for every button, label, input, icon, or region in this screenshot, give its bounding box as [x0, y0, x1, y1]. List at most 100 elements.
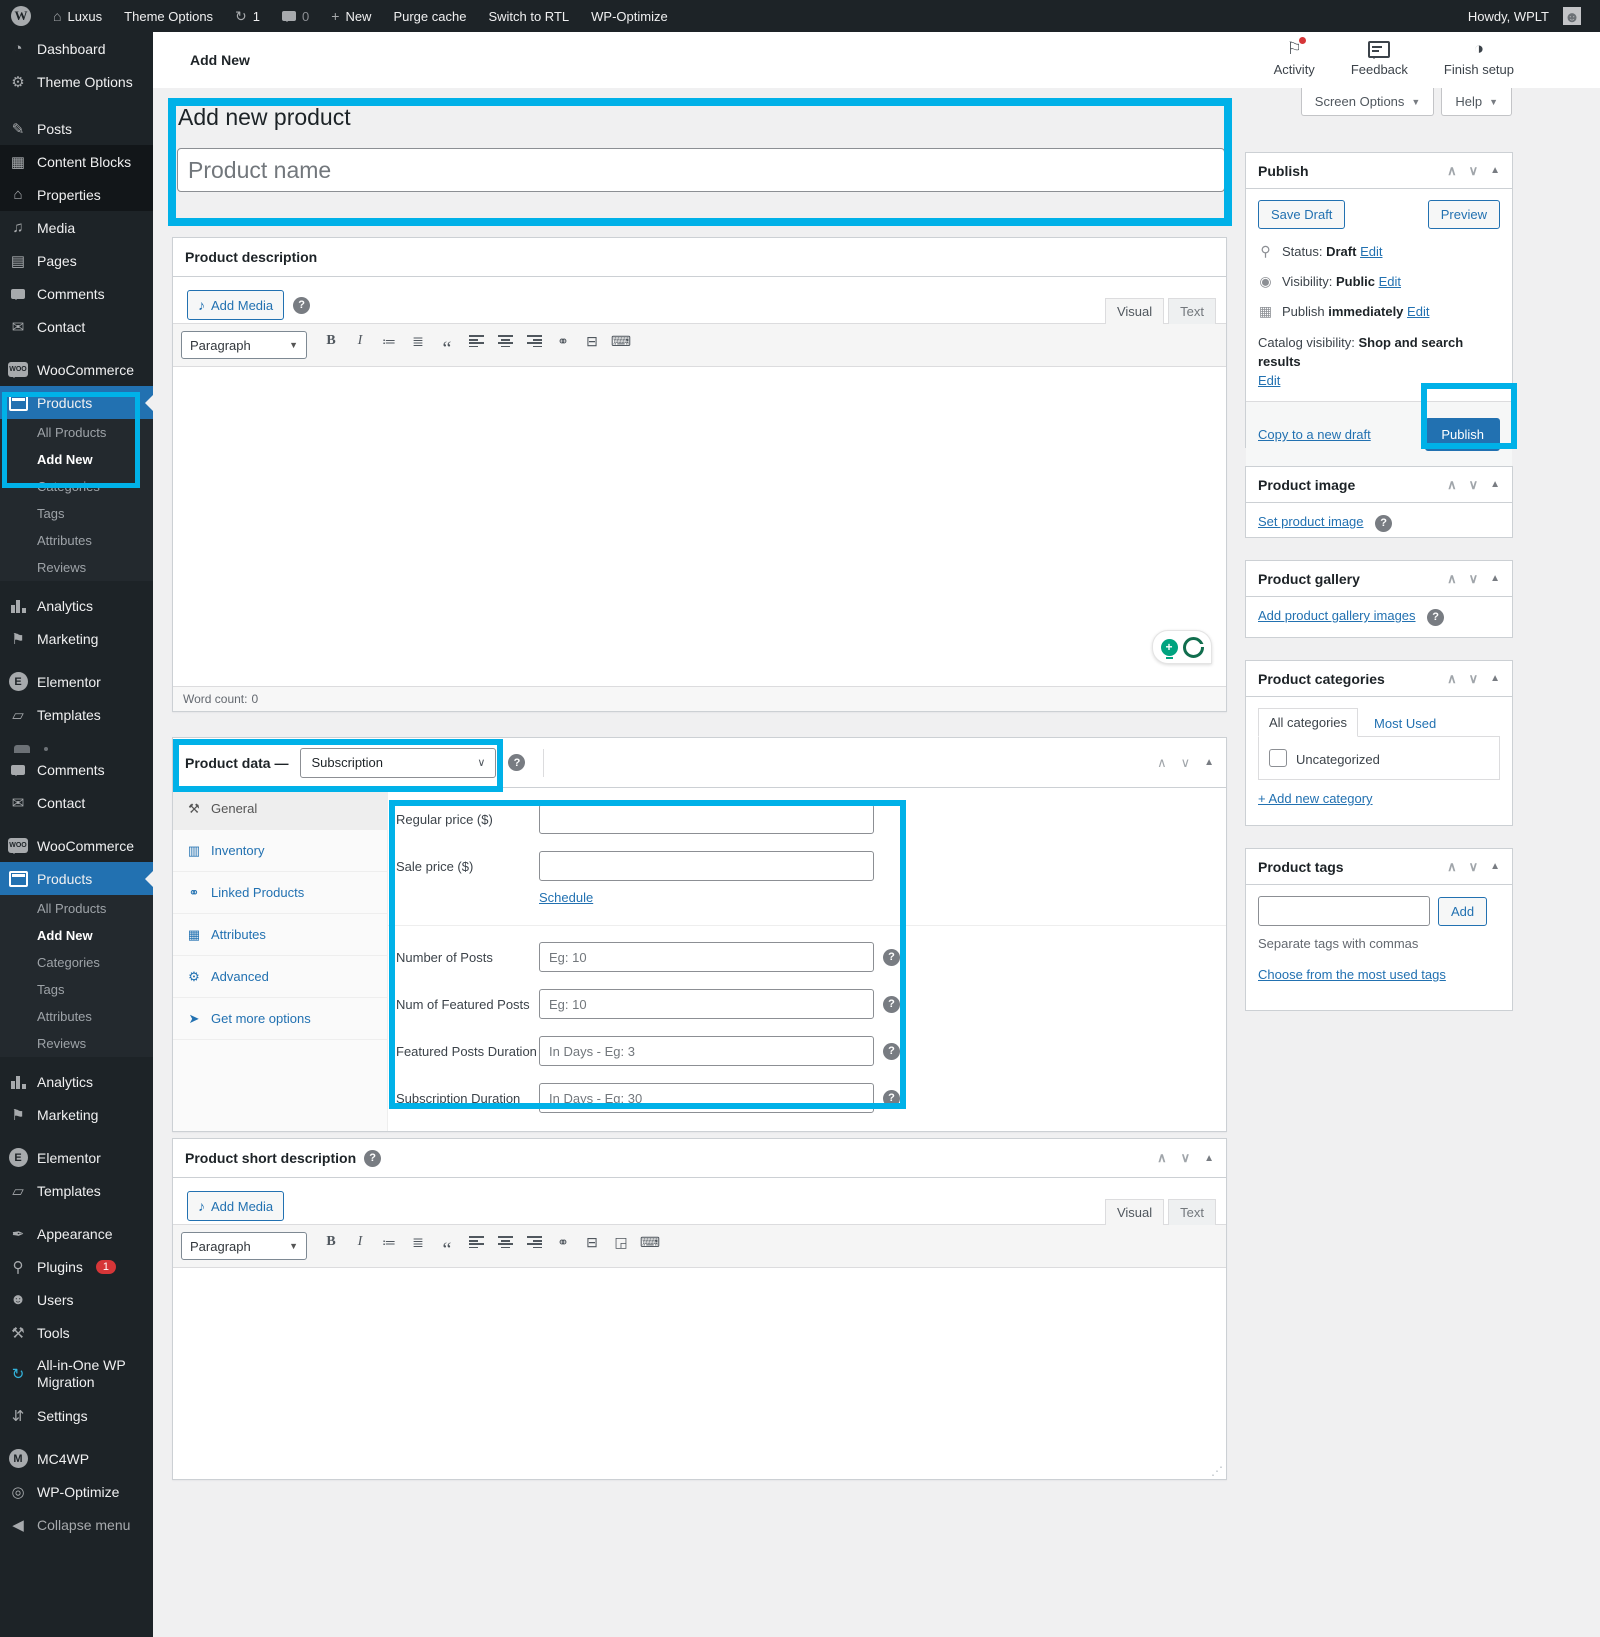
- bullet-list-icon[interactable]: ≔: [382, 1233, 396, 1250]
- help-icon[interactable]: ?: [1427, 608, 1445, 626]
- sidebar-item-theme-options[interactable]: ⚙ Theme Options: [0, 65, 153, 98]
- more-tag-icon[interactable]: ⊟: [586, 332, 598, 349]
- choose-most-used-link[interactable]: Choose from the most used tags: [1258, 967, 1446, 982]
- fullscreen-icon[interactable]: ◲: [614, 1233, 628, 1250]
- sidebar-item-products[interactable]: Products: [0, 386, 153, 419]
- move-down-icon[interactable]: ∨: [1468, 858, 1479, 874]
- admin-bar-site-name[interactable]: ⌂ Luxus: [42, 0, 113, 32]
- blockquote-icon[interactable]: “: [442, 1239, 452, 1261]
- grammarly-widget[interactable]: +: [1152, 630, 1212, 664]
- move-up-icon[interactable]: ∧: [1447, 670, 1457, 686]
- tab-text[interactable]: Text: [1168, 1199, 1216, 1225]
- sidebar-item-contact[interactable]: ✉ Contact: [0, 310, 153, 343]
- regular-price-input[interactable]: [539, 804, 874, 834]
- product-data-tab-linked-products[interactable]: ⚭ Linked Products: [173, 872, 387, 914]
- save-draft-button[interactable]: Save Draft: [1258, 200, 1346, 229]
- toggle-panel-icon[interactable]: ▲: [1204, 757, 1214, 768]
- sidebar-item-reviews[interactable]: Reviews: [0, 1030, 153, 1057]
- sidebar-item-templates[interactable]: ▱ Templates: [0, 698, 153, 731]
- help-icon[interactable]: ?: [508, 754, 526, 771]
- sidebar-item-contact[interactable]: ✉ Contact: [0, 786, 153, 819]
- move-down-icon[interactable]: ∨: [1180, 1150, 1191, 1165]
- add-media-button[interactable]: ♪ Add Media: [187, 1191, 285, 1221]
- product-name-input[interactable]: [177, 148, 1225, 192]
- new-tag-input[interactable]: [1258, 896, 1430, 926]
- sidebar-item-dashboard[interactable]: ◔ Dashboard: [0, 32, 153, 65]
- sidebar-item-plugins[interactable]: ⚲ Plugins 1: [0, 1250, 153, 1283]
- align-center-icon[interactable]: [492, 1230, 518, 1254]
- sidebar-item-add-new[interactable]: Add New: [0, 446, 153, 473]
- product-data-tab-get-more-options[interactable]: ➤ Get more options: [173, 998, 387, 1040]
- help-icon[interactable]: ?: [364, 1149, 382, 1167]
- sidebar-item-templates[interactable]: ▱ Templates: [0, 1174, 153, 1207]
- edit-catalog-link[interactable]: Edit: [1258, 373, 1281, 388]
- edit-schedule-link[interactable]: Edit: [1407, 304, 1430, 319]
- product-type-select[interactable]: Subscription ∨: [300, 747, 497, 778]
- finish-setup-button[interactable]: ◑ Finish setup: [1444, 39, 1514, 77]
- sidebar-item-posts[interactable]: ✎ Posts: [0, 112, 153, 145]
- screen-options-button[interactable]: Screen Options ▼: [1300, 88, 1435, 116]
- admin-bar-theme-options[interactable]: Theme Options: [124, 8, 214, 24]
- sidebar-item-analytics[interactable]: Analytics: [0, 589, 153, 622]
- help-icon[interactable]: ?: [883, 1089, 900, 1107]
- move-up-icon[interactable]: ∧: [1447, 476, 1457, 492]
- product-data-tab-attributes[interactable]: ▦ Attributes: [173, 914, 387, 956]
- sidebar-item-mc4wp[interactable]: M MC4WP: [0, 1442, 153, 1475]
- sidebar-item-comments[interactable]: Comments: [0, 753, 153, 786]
- admin-bar-updates[interactable]: ↻ 1: [224, 0, 271, 32]
- help-button[interactable]: Help ▼: [1441, 88, 1512, 116]
- sidebar-item-wp-optimize[interactable]: ◎ WP-Optimize: [0, 1475, 153, 1508]
- sidebar-item-woocommerce[interactable]: WOO WooCommerce: [0, 829, 153, 862]
- sidebar-item-attributes[interactable]: Attributes: [0, 1003, 153, 1030]
- sidebar-item-add-new[interactable]: Add New: [0, 922, 153, 949]
- uncategorized-checkbox[interactable]: [1269, 749, 1287, 767]
- sidebar-item-tags[interactable]: Tags: [0, 500, 153, 527]
- toggle-panel-icon[interactable]: ▲: [1490, 673, 1500, 684]
- bold-icon[interactable]: B: [326, 1234, 336, 1249]
- move-down-icon[interactable]: ∨: [1468, 162, 1479, 178]
- add-media-button[interactable]: ♪ Add Media: [187, 290, 285, 320]
- sidebar-item-elementor[interactable]: E Elementor: [0, 1141, 153, 1174]
- publish-button[interactable]: Publish: [1425, 418, 1500, 451]
- sidebar-item-categories[interactable]: Categories: [0, 473, 153, 500]
- numbered-list-icon[interactable]: ≣: [412, 1233, 424, 1250]
- featured-posts-duration-input[interactable]: [539, 1036, 874, 1066]
- italic-icon[interactable]: I: [357, 333, 363, 348]
- sidebar-item-all-products[interactable]: All Products: [0, 419, 153, 446]
- wordpress-menu[interactable]: W: [0, 0, 42, 32]
- resize-handle[interactable]: ⋰: [1211, 1464, 1223, 1478]
- move-down-icon[interactable]: ∨: [1468, 476, 1479, 492]
- activity-button[interactable]: ⚐ Activity: [1274, 37, 1315, 77]
- preview-button[interactable]: Preview: [1427, 200, 1500, 229]
- short-description-editor-area[interactable]: ⋰: [173, 1268, 1226, 1479]
- sidebar-item-pages[interactable]: ▤ Pages: [0, 244, 153, 277]
- help-icon[interactable]: ?: [883, 948, 900, 966]
- tab-text[interactable]: Text: [1168, 298, 1216, 324]
- paragraph-select[interactable]: Paragraph ▼: [181, 331, 307, 359]
- sidebar-item-analytics[interactable]: Analytics: [0, 1065, 153, 1098]
- move-down-icon[interactable]: ∨: [1468, 670, 1479, 686]
- sidebar-item-content-blocks[interactable]: ▦ Content Blocks: [0, 145, 153, 178]
- keyboard-shortcuts-icon[interactable]: ⌨: [610, 332, 632, 349]
- copy-to-draft-link[interactable]: Copy to a new draft: [1258, 427, 1371, 442]
- admin-bar-switch-rtl[interactable]: Switch to RTL: [488, 8, 570, 24]
- sidebar-item-properties[interactable]: ⌂ Properties: [0, 178, 153, 211]
- move-down-icon[interactable]: ∨: [1468, 570, 1479, 586]
- sale-price-input[interactable]: [539, 851, 874, 881]
- toggle-panel-icon[interactable]: ▲: [1490, 165, 1500, 176]
- sidebar-item-woocommerce[interactable]: WOO WooCommerce: [0, 353, 153, 386]
- admin-bar-new[interactable]: + New: [320, 0, 382, 32]
- tab-all-categories[interactable]: All categories: [1258, 708, 1359, 737]
- add-new-category-link[interactable]: + Add new category: [1258, 791, 1373, 806]
- sidebar-item-all-in-one-wp-migration[interactable]: ↻ All-in-One WP Migration: [0, 1349, 153, 1399]
- help-icon[interactable]: ?: [1375, 514, 1393, 532]
- sidebar-item-marketing[interactable]: ⚑ Marketing: [0, 1098, 153, 1131]
- subscription-duration-input[interactable]: [539, 1083, 874, 1113]
- admin-bar-my-account[interactable]: Howdy, WPLT ☻: [1457, 0, 1592, 32]
- tab-visual[interactable]: Visual: [1104, 1199, 1165, 1225]
- toggle-panel-icon[interactable]: ▲: [1490, 479, 1500, 490]
- product-data-tab-general[interactable]: ⚒ General: [173, 788, 387, 830]
- sidebar-item-users[interactable]: ☻ Users: [0, 1283, 153, 1316]
- move-up-icon[interactable]: ∧: [1157, 1150, 1167, 1165]
- sidebar-item-reviews[interactable]: Reviews: [0, 554, 153, 581]
